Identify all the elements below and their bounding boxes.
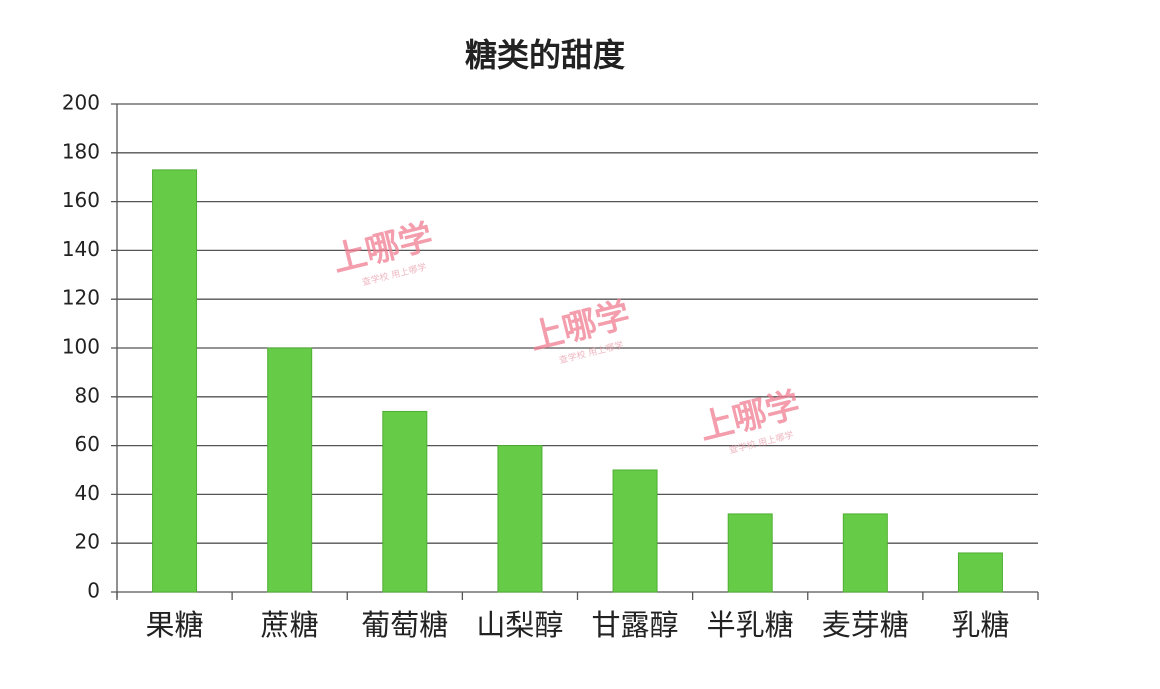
bar [382,410,428,593]
bar [842,513,888,593]
x-tick-label: 蔗糖 [261,608,319,642]
x-tick-label: 半乳糖 [707,608,794,642]
bar [727,513,773,593]
y-tick-label: 180 [62,139,100,163]
y-tick-label: 160 [62,188,100,212]
y-tick-label: 60 [75,432,100,456]
bar [267,347,313,593]
y-tick-label: 0 [87,579,100,603]
y-tick-label: 20 [75,530,100,554]
y-tick-label: 120 [62,286,100,310]
y-tick-label: 100 [62,335,100,359]
x-tick-label: 山梨醇 [476,608,563,642]
bar [152,169,198,593]
bar [497,445,543,593]
y-tick-label: 200 [62,91,100,115]
y-tick-label: 140 [62,237,100,261]
y-tick-label: 80 [75,383,100,407]
x-tick-label: 麦芽糖 [822,608,909,642]
x-tick-label: 葡萄糖 [361,608,448,642]
x-tick-label: 乳糖 [951,608,1009,642]
x-tick-label: 甘露醇 [592,608,679,642]
chart-title: 糖类的甜度 [465,36,625,74]
y-tick-label: 40 [75,481,100,505]
bar [612,469,658,593]
bar [957,552,1003,593]
x-tick-label: 果糖 [146,608,204,642]
